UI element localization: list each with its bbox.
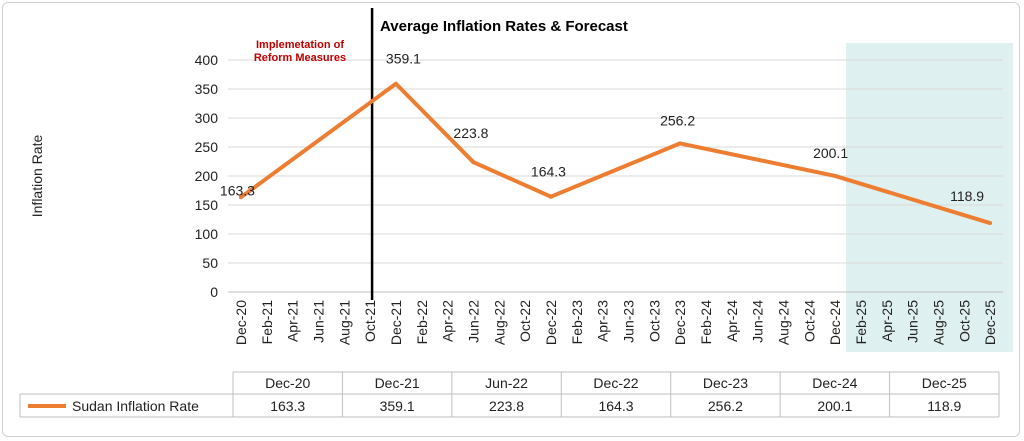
x-tick-label: Aug-22 [491, 300, 507, 345]
x-tick-label: Apr-23 [595, 300, 611, 342]
annotation-line-1: Implemetation of [256, 39, 344, 51]
y-tick-label: 0 [210, 284, 218, 300]
x-tick-label: Aug-24 [775, 300, 791, 345]
series-point [238, 195, 243, 200]
x-tick-label: Dec-21 [388, 300, 404, 345]
x-tick-label: Apr-22 [440, 300, 456, 342]
series-point [833, 173, 838, 178]
data-table: Dec-20 Dec-21 Jun-22 Dec-22 Dec-23 Dec-24 Dec-… [19, 371, 1000, 418]
table-header-cell: Jun-22 [485, 375, 528, 391]
x-tick-label: Jun-22 [465, 300, 481, 343]
table-value-cell: 359.1 [380, 398, 415, 414]
x-tick-label: Feb-21 [259, 300, 275, 345]
series-point [678, 141, 683, 146]
x-tick-label: Oct-23 [646, 300, 662, 342]
x-tick-label: Oct-24 [801, 300, 817, 342]
x-tick-label: Jun-21 [310, 300, 326, 343]
x-tick-label: Dec-24 [827, 300, 843, 345]
x-tick-label: Apr-25 [879, 300, 895, 342]
y-axis-label: Inflation Rate [29, 135, 45, 218]
x-tick-label: Feb-25 [853, 300, 869, 345]
chart-title: Average Inflation Rates & Forecast [380, 18, 628, 35]
x-tick-label: Dec-23 [672, 300, 688, 345]
table-header-cell: Dec-20 [265, 375, 310, 391]
table-header-cell: Dec-21 [375, 375, 420, 391]
x-tick-label: Dec-22 [543, 300, 559, 345]
series-group [238, 81, 993, 226]
series-point [393, 81, 398, 86]
x-tick-label: Jun-24 [750, 300, 766, 343]
x-tick-label: Apr-21 [285, 300, 301, 342]
y-tick-label: 200 [195, 168, 219, 184]
x-tick-label: Dec-20 [233, 300, 249, 345]
x-tick-label: Aug-25 [930, 300, 946, 345]
series-point [548, 194, 553, 199]
table-header-cell: Dec-25 [922, 375, 967, 391]
x-tick-label: Apr-24 [724, 300, 740, 342]
y-tick-label: 350 [195, 81, 219, 97]
table-header-cell: Dec-23 [703, 375, 748, 391]
data-label: 223.8 [453, 125, 488, 141]
x-tick-label: Oct-25 [956, 300, 972, 342]
x-tick-label: Dec-25 [982, 300, 998, 345]
table-header-cell: Dec-22 [593, 375, 638, 391]
y-tick-label: 50 [202, 255, 218, 271]
x-tick-label: Aug-21 [336, 300, 352, 345]
x-tick-labels: Dec-20 Feb-21 Apr-21 Jun-21 Aug-21 Oct-21 Dec-… [233, 300, 998, 345]
table-value-cell: 118.9 [927, 398, 961, 414]
table-value-cell: 200.1 [817, 398, 852, 414]
x-tick-label: Feb-24 [698, 300, 714, 345]
gridlines [228, 59, 1003, 293]
table-header-cell: Dec-24 [812, 375, 857, 391]
y-tick-label: 150 [195, 197, 219, 213]
data-label: 359.1 [386, 51, 421, 67]
x-tick-label: Jun-23 [620, 300, 636, 343]
x-tick-label: Oct-22 [517, 300, 533, 342]
table-value-cell: 223.8 [489, 398, 524, 414]
annotation-line-2: Reform Measures [254, 52, 346, 64]
data-label: 163.3 [220, 182, 255, 198]
data-label: 200.1 [813, 145, 848, 161]
y-tick-label: 100 [195, 226, 219, 242]
y-tick-label: 300 [195, 110, 219, 126]
legend-series-label: Sudan Inflation Rate [72, 398, 199, 414]
x-tick-label: Oct-21 [362, 300, 378, 342]
table-value-cell: 164.3 [598, 398, 633, 414]
series-point [988, 221, 993, 226]
data-labels: 163.3 359.1 223.8 164.3 256.2 200.1 118.9 [220, 51, 984, 204]
x-tick-label: Feb-22 [414, 300, 430, 345]
y-tick-label: 250 [195, 139, 219, 155]
forecast-region [846, 43, 1013, 352]
table-value-cell: 163.3 [270, 398, 305, 414]
x-tick-label: Feb-23 [569, 300, 585, 345]
data-label: 164.3 [531, 164, 566, 180]
y-tick-labels: 0 50 100 150 200 250 300 350 400 [195, 52, 219, 300]
x-tick-label: Jun-25 [905, 300, 921, 343]
y-tick-label: 400 [195, 52, 219, 68]
series-point [471, 160, 476, 165]
data-label: 118.9 [950, 188, 984, 204]
table-value-cell: 256.2 [708, 398, 743, 414]
data-label: 256.2 [660, 112, 695, 128]
